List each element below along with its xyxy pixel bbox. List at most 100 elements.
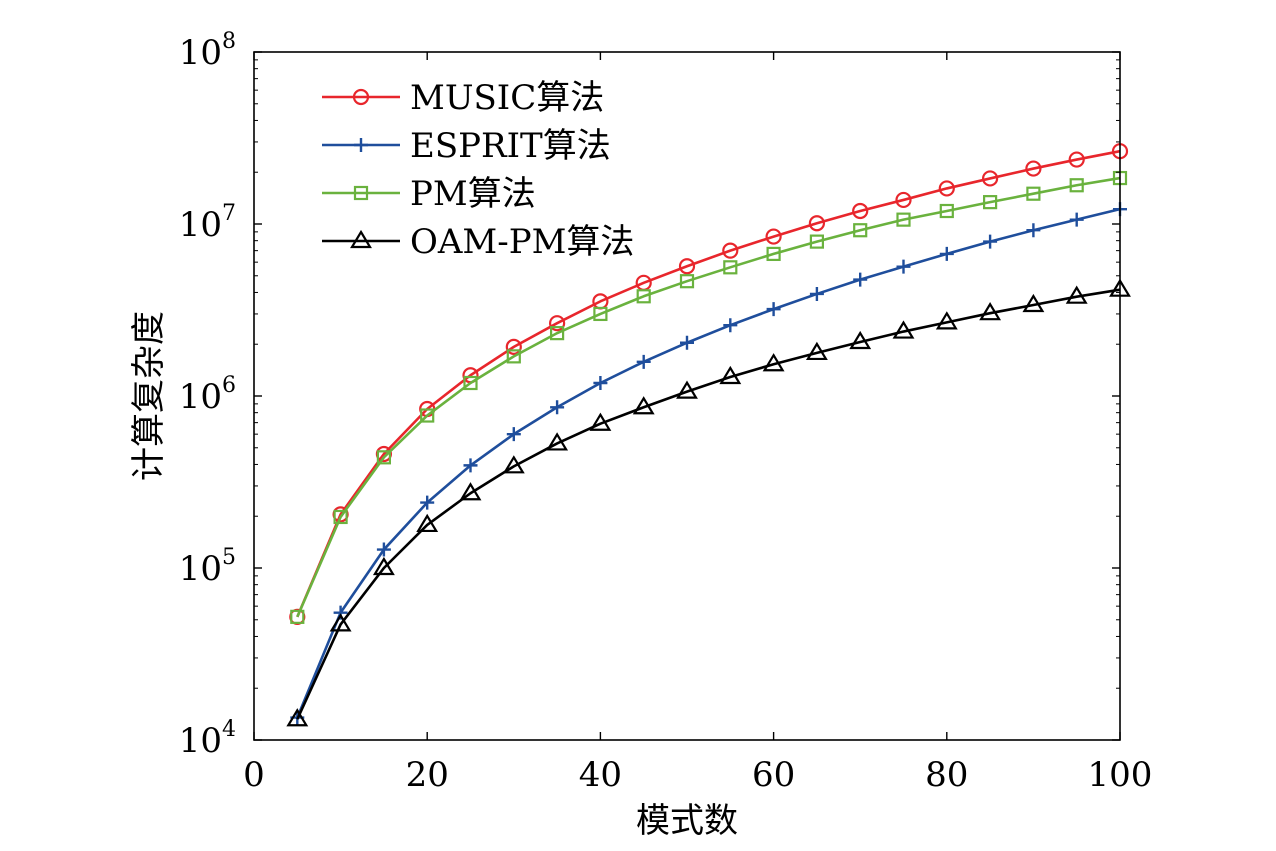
x-tick-label: 60 xyxy=(752,755,795,795)
y-tick-label: 108 xyxy=(179,29,236,73)
legend-label: ESPRIT算法 xyxy=(410,126,611,166)
legend-marker xyxy=(350,229,372,249)
data-point xyxy=(632,396,655,415)
data-point xyxy=(896,259,911,274)
data-point xyxy=(1065,285,1088,304)
series-3 xyxy=(286,278,1131,727)
y-tick-base: 10 xyxy=(179,33,222,73)
data-point xyxy=(1068,151,1085,168)
series-2 xyxy=(290,170,1128,624)
data-point xyxy=(376,542,391,557)
data-point xyxy=(593,306,608,322)
data-point xyxy=(979,302,1002,321)
data-point xyxy=(939,203,954,219)
legend-marker xyxy=(352,88,370,106)
data-point xyxy=(593,376,608,391)
legend-label: MUSIC算法 xyxy=(410,78,604,118)
data-point xyxy=(506,427,521,442)
data-point xyxy=(372,556,395,576)
data-point xyxy=(765,228,782,245)
data-point xyxy=(1069,178,1084,193)
data-point xyxy=(935,311,958,330)
data-point xyxy=(1025,160,1042,177)
data-point xyxy=(463,458,478,473)
data-point xyxy=(502,455,525,474)
x-tick-label: 20 xyxy=(406,755,449,795)
data-point xyxy=(549,326,565,341)
data-point xyxy=(809,286,824,301)
y-tick-exponent: 6 xyxy=(222,373,236,398)
legend-item: ESPRIT算法 xyxy=(322,126,611,166)
data-point xyxy=(896,212,911,227)
data-point xyxy=(766,302,781,317)
data-point xyxy=(892,320,915,339)
series-line xyxy=(296,288,1121,720)
y-tick-exponent: 4 xyxy=(222,717,236,742)
data-point xyxy=(286,708,309,727)
x-tick-label: 100 xyxy=(1088,755,1153,795)
data-point xyxy=(853,223,868,238)
data-point xyxy=(636,354,651,369)
y-tick-base: 10 xyxy=(179,205,222,245)
data-point xyxy=(982,195,998,210)
data-point xyxy=(766,246,781,262)
legend: MUSIC算法 ESPRIT算法 PM算法 OAM-PM算法 xyxy=(322,78,634,262)
y-tick-base: 10 xyxy=(179,721,222,761)
data-point xyxy=(1026,186,1041,201)
data-point xyxy=(459,482,482,501)
legend-label: OAM-PM算法 xyxy=(410,222,634,262)
data-point xyxy=(723,318,738,333)
data-point xyxy=(676,380,698,399)
legend-item: MUSIC算法 xyxy=(322,78,604,118)
data-point xyxy=(849,330,872,350)
data-point xyxy=(1069,212,1084,227)
data-point xyxy=(939,246,954,261)
series-line xyxy=(296,176,1121,618)
y-tick-exponent: 8 xyxy=(222,29,236,54)
data-point xyxy=(678,258,696,275)
data-point xyxy=(983,234,998,249)
data-point xyxy=(420,408,435,423)
y-tick-label: 106 xyxy=(179,373,236,417)
y-tick-exponent: 5 xyxy=(222,545,236,570)
data-point xyxy=(853,272,868,287)
legend-marker xyxy=(353,185,369,201)
y-tick-label: 104 xyxy=(179,717,236,761)
data-point xyxy=(808,215,826,232)
data-point xyxy=(376,450,391,465)
data-point xyxy=(762,353,785,372)
data-point xyxy=(722,242,739,259)
data-point xyxy=(680,335,694,350)
y-axis-label: 计算复杂度 xyxy=(129,311,169,481)
legend-marker xyxy=(354,138,368,152)
data-point xyxy=(416,513,439,533)
series-line xyxy=(296,207,1121,719)
data-point xyxy=(723,260,738,275)
legend-item: PM算法 xyxy=(322,174,536,214)
data-point xyxy=(506,349,521,364)
data-point xyxy=(1026,223,1041,238)
x-tick-label: 40 xyxy=(579,755,622,795)
y-tick-label: 107 xyxy=(179,201,236,245)
data-point xyxy=(329,613,352,632)
y-tick-base: 10 xyxy=(179,549,222,589)
data-point xyxy=(548,315,566,332)
legend-label: PM算法 xyxy=(410,174,536,214)
series-1 xyxy=(290,202,1127,725)
data-point xyxy=(290,609,305,624)
data-point xyxy=(550,400,565,415)
data-point xyxy=(1022,293,1045,313)
data-point xyxy=(546,432,569,451)
x-axis-label: 模式数 xyxy=(636,801,738,841)
x-tick-label: 80 xyxy=(925,755,968,795)
y-tick-base: 10 xyxy=(179,377,222,417)
data-point xyxy=(895,191,912,209)
data-point xyxy=(589,412,612,431)
data-point xyxy=(852,202,869,220)
data-point xyxy=(809,234,825,249)
data-point xyxy=(463,375,478,391)
y-tick-exponent: 7 xyxy=(222,201,236,226)
